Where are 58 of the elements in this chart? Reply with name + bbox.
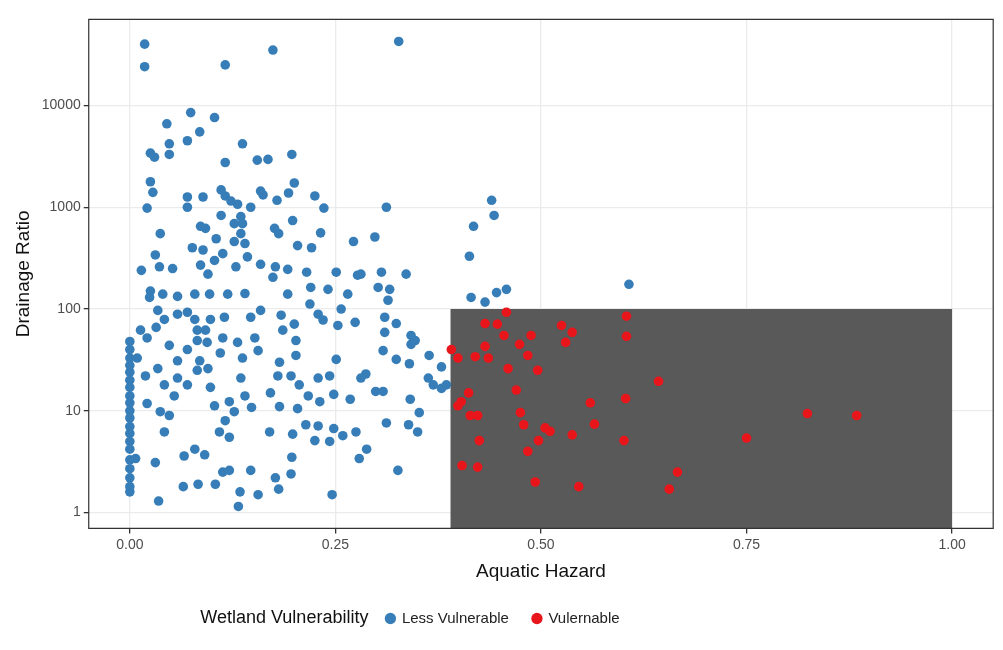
point — [483, 353, 494, 363]
point — [470, 351, 480, 362]
point — [533, 435, 544, 446]
point — [573, 481, 584, 492]
y-tick-label: 1000 — [49, 198, 81, 215]
point — [653, 376, 664, 387]
point — [453, 401, 463, 411]
point — [526, 330, 536, 341]
point — [501, 307, 512, 318]
point — [532, 365, 543, 376]
point — [560, 337, 571, 348]
point — [472, 462, 483, 472]
point — [672, 467, 683, 477]
x-tick-label: 0.50 — [527, 535, 555, 552]
y-tick-label: 1 — [72, 503, 81, 520]
point — [545, 426, 555, 437]
point — [514, 339, 525, 350]
point — [530, 477, 541, 487]
point — [511, 385, 522, 395]
y-tick-label: 100 — [57, 299, 81, 316]
point — [523, 350, 533, 361]
legend-label: Vulernable — [548, 608, 620, 626]
point — [567, 327, 578, 338]
x-tick-label: 0.75 — [732, 535, 761, 552]
point — [621, 311, 632, 322]
x-axis-title: Aquatic Hazard — [476, 559, 606, 581]
point — [492, 319, 503, 329]
point — [619, 435, 629, 446]
point — [515, 407, 526, 418]
point — [480, 318, 490, 329]
point — [457, 460, 467, 471]
x-tick-label: 0.00 — [116, 535, 144, 552]
point — [503, 363, 513, 374]
point — [802, 408, 813, 419]
point — [474, 435, 485, 446]
point — [480, 341, 490, 352]
y-axis-title: Drainage Ratio — [11, 210, 33, 338]
point — [589, 419, 600, 429]
point — [621, 331, 632, 342]
point — [664, 484, 675, 494]
x-tick-label: 0.25 — [321, 535, 350, 552]
point — [620, 393, 631, 404]
point — [567, 430, 578, 440]
point — [518, 419, 529, 430]
legend-title: Wetland Vulnerability — [200, 607, 369, 628]
point — [741, 433, 752, 443]
point — [556, 320, 567, 331]
point — [523, 446, 533, 457]
point — [453, 353, 463, 363]
point — [499, 330, 509, 341]
point — [463, 388, 474, 398]
point — [851, 410, 862, 421]
point — [585, 397, 596, 408]
y-tick-label: 10000 — [41, 96, 81, 113]
legend-label: Less Vulnerable — [401, 608, 509, 626]
x-tick-label: 1.00 — [938, 535, 966, 552]
y-tick-label: 10 — [65, 401, 81, 418]
point — [446, 344, 457, 355]
